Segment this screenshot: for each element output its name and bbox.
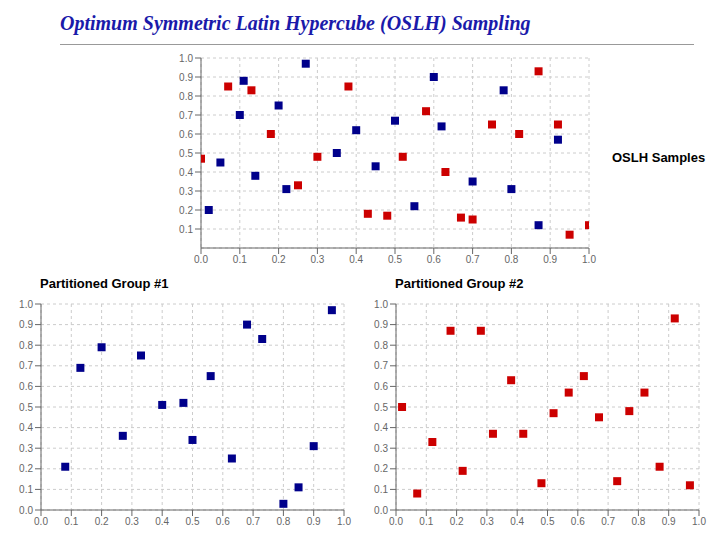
svg-text:0.1: 0.1: [233, 254, 247, 265]
svg-text:0.7: 0.7: [19, 360, 33, 371]
svg-text:0.6: 0.6: [571, 516, 585, 527]
svg-text:0.2: 0.2: [450, 516, 464, 527]
svg-text:1.0: 1.0: [179, 53, 193, 64]
svg-text:1.0: 1.0: [374, 299, 388, 310]
svg-text:0.2: 0.2: [95, 516, 109, 527]
svg-text:0.8: 0.8: [504, 254, 518, 265]
svg-text:1.0: 1.0: [582, 254, 596, 265]
svg-text:0.5: 0.5: [541, 516, 555, 527]
svg-text:0.9: 0.9: [374, 319, 388, 330]
svg-text:0.3: 0.3: [179, 186, 193, 197]
svg-text:0.0: 0.0: [194, 254, 208, 265]
html-text:Partitioned Group #1: Partitioned Group #1: [40, 276, 169, 291]
svg-text:0.9: 0.9: [662, 516, 676, 527]
svg-text:0.6: 0.6: [374, 381, 388, 392]
svg-text:0.5: 0.5: [388, 254, 402, 265]
svg-text:0.4: 0.4: [374, 422, 388, 433]
svg-text:0.7: 0.7: [246, 516, 260, 527]
svg-text:0.4: 0.4: [510, 516, 524, 527]
svg-text:0.0: 0.0: [374, 505, 388, 516]
svg-text:0.2: 0.2: [19, 463, 33, 474]
svg-text:0.6: 0.6: [216, 516, 230, 527]
svg-text:1.0: 1.0: [19, 299, 33, 310]
svg-text:0.0: 0.0: [389, 516, 403, 527]
svg-text:0.1: 0.1: [179, 224, 193, 235]
svg-text:0.2: 0.2: [272, 254, 286, 265]
svg-text:0.6: 0.6: [19, 381, 33, 392]
svg-text:0.2: 0.2: [179, 205, 193, 216]
svg-text:0.9: 0.9: [179, 72, 193, 83]
svg-text:0.7: 0.7: [601, 516, 615, 527]
html-text:Partitioned Group #2: Partitioned Group #2: [395, 276, 524, 291]
svg-text:0.2: 0.2: [374, 463, 388, 474]
svg-text:0.1: 0.1: [64, 516, 78, 527]
svg-text:0.5: 0.5: [186, 516, 200, 527]
svg-text:0.0: 0.0: [19, 505, 33, 516]
svg-text:0.4: 0.4: [179, 167, 193, 178]
svg-text:0.8: 0.8: [631, 516, 645, 527]
svg-text:0.0: 0.0: [34, 516, 48, 527]
svg-text:0.1: 0.1: [374, 484, 388, 495]
svg-text:0.8: 0.8: [179, 91, 193, 102]
svg-text:0.8: 0.8: [19, 340, 33, 351]
svg-text:1.0: 1.0: [337, 516, 351, 527]
svg-text:1.0: 1.0: [692, 516, 706, 527]
svg-text:0.9: 0.9: [307, 516, 321, 527]
svg-text:0.3: 0.3: [310, 254, 324, 265]
svg-text:0.1: 0.1: [419, 516, 433, 527]
html-text:Optimum Symmetric Latin Hyperc: Optimum Symmetric Latin Hypercube (OSLH)…: [60, 12, 531, 34]
html-text:OSLH Samples: OSLH Samples: [612, 150, 706, 165]
svg-text:0.9: 0.9: [543, 254, 557, 265]
svg-text:0.7: 0.7: [466, 254, 480, 265]
svg-text:0.3: 0.3: [374, 443, 388, 454]
svg-text:0.3: 0.3: [19, 443, 33, 454]
svg-text:0.7: 0.7: [179, 110, 193, 121]
svg-text:0.5: 0.5: [19, 402, 33, 413]
svg-text:0.5: 0.5: [179, 148, 193, 159]
svg-text:0.9: 0.9: [19, 319, 33, 330]
svg-text:0.8: 0.8: [374, 340, 388, 351]
svg-text:0.4: 0.4: [19, 422, 33, 433]
svg-text:0.3: 0.3: [480, 516, 494, 527]
svg-text:0.4: 0.4: [155, 516, 169, 527]
svg-text:0.6: 0.6: [179, 129, 193, 140]
svg-text:0.7: 0.7: [374, 360, 388, 371]
svg-text:0.4: 0.4: [349, 254, 363, 265]
svg-text:0.3: 0.3: [125, 516, 139, 527]
svg-text:0.8: 0.8: [276, 516, 290, 527]
svg-text:0.6: 0.6: [427, 254, 441, 265]
svg-text:0.1: 0.1: [19, 484, 33, 495]
svg-text:0.5: 0.5: [374, 402, 388, 413]
